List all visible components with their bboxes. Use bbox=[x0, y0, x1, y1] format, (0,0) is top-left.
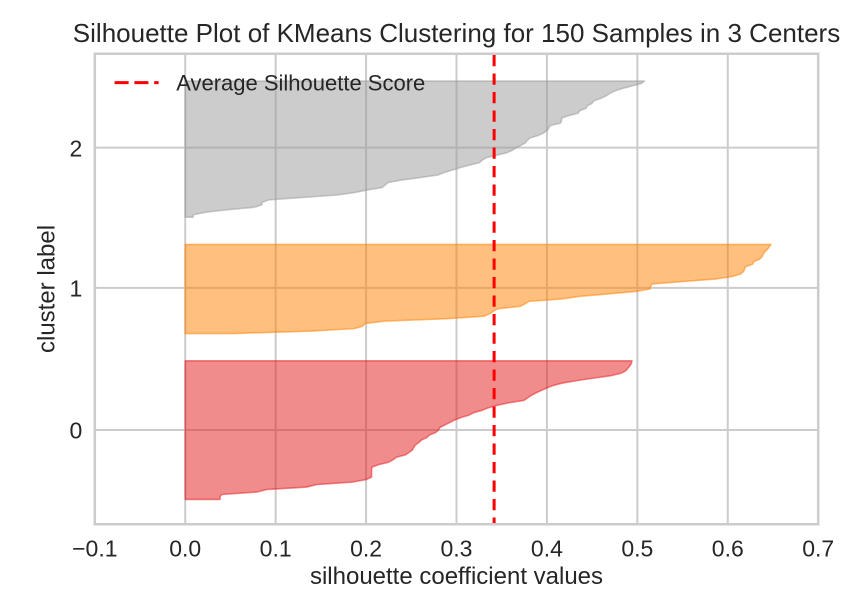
svg-text:0.2: 0.2 bbox=[350, 535, 382, 561]
svg-text:2: 2 bbox=[70, 135, 83, 161]
svg-text:0: 0 bbox=[70, 418, 83, 444]
svg-text:0.3: 0.3 bbox=[441, 535, 473, 561]
svg-text:0.1: 0.1 bbox=[260, 535, 292, 561]
svg-text:0.5: 0.5 bbox=[621, 535, 653, 561]
svg-text:silhouette coefficient values: silhouette coefficient values bbox=[310, 563, 603, 590]
svg-text:1: 1 bbox=[70, 276, 83, 302]
svg-text:cluster label: cluster label bbox=[34, 225, 61, 353]
svg-text:0.7: 0.7 bbox=[802, 535, 834, 561]
svg-text:0.0: 0.0 bbox=[169, 535, 201, 561]
svg-text:0.4: 0.4 bbox=[531, 535, 563, 561]
svg-text:Average Silhouette Score: Average Silhouette Score bbox=[176, 70, 425, 95]
svg-text:Silhouette Plot of KMeans Clus: Silhouette Plot of KMeans Clustering for… bbox=[73, 18, 840, 48]
svg-text:0.6: 0.6 bbox=[712, 535, 744, 561]
svg-text:−0.1: −0.1 bbox=[72, 535, 117, 561]
